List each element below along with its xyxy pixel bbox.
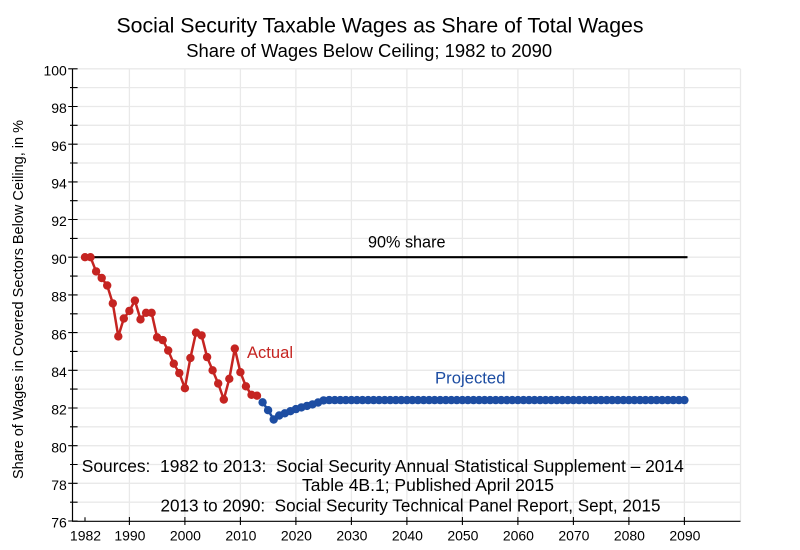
svg-text:Actual: Actual [247,343,293,362]
svg-text:1982: 1982 [70,528,101,544]
svg-text:Share of Wages Below Ceiling;: Share of Wages Below Ceiling; 1982 to 20… [186,40,552,61]
svg-text:100: 100 [43,63,67,79]
svg-text:2070: 2070 [558,528,589,544]
svg-text:82: 82 [51,402,67,418]
svg-text:94: 94 [51,176,67,192]
svg-text:98: 98 [51,100,67,116]
svg-text:1990: 1990 [114,528,145,544]
svg-text:Social Security Taxable Wages: Social Security Taxable Wages as Share o… [117,15,644,38]
svg-text:Table 4B.1; Published April 20: Table 4B.1; Published April 2015 [302,475,554,495]
svg-text:80: 80 [51,439,67,455]
svg-text:84: 84 [51,364,67,380]
svg-text:Share of Wages in Covered Sect: Share of Wages in Covered Sectors Below … [11,120,27,479]
svg-text:2080: 2080 [614,528,645,544]
svg-text:2050: 2050 [447,528,478,544]
svg-text:92: 92 [51,213,67,229]
svg-text:2040: 2040 [392,528,423,544]
svg-text:90% share: 90% share [368,234,446,252]
svg-text:78: 78 [51,477,67,493]
svg-text:76: 76 [51,515,67,531]
svg-text:2013 to 2090: Social Security: 2013 to 2090: Social Security Technical … [161,495,661,515]
svg-text:2000: 2000 [170,528,201,544]
svg-text:88: 88 [51,289,67,305]
svg-text:Projected: Projected [435,369,506,388]
svg-text:2090: 2090 [669,528,700,544]
svg-text:Sources: 1982 to 2013: Socia: Sources: 1982 to 2013: Social Security A… [82,456,684,476]
svg-text:2020: 2020 [281,528,312,544]
svg-text:2030: 2030 [336,528,367,544]
svg-text:2010: 2010 [225,528,256,544]
svg-text:96: 96 [51,138,67,154]
svg-text:86: 86 [51,326,67,342]
svg-text:90: 90 [51,251,67,267]
svg-text:2060: 2060 [503,528,534,544]
